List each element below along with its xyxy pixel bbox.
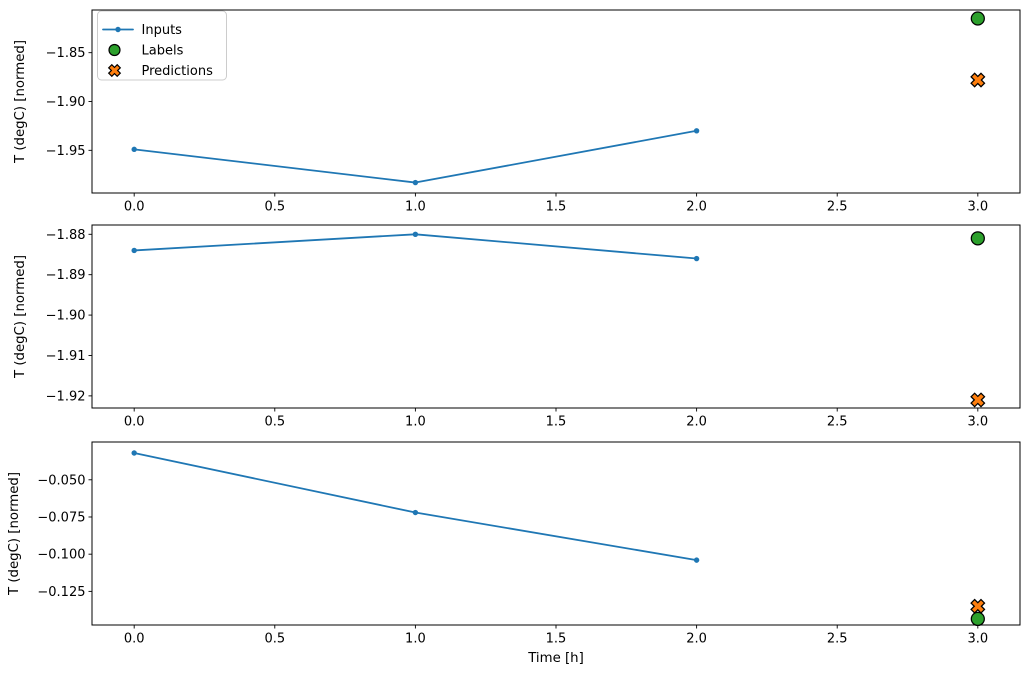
subplot-1: 0.0 0.5 1.0 1.5 2.0 2.5 3.0 −1.85 −1.90 −1.95 T (d… [13, 9, 1021, 215]
x-tick-label: 1.0 [405, 415, 426, 430]
x-tick-label: 3.0 [967, 200, 988, 215]
inputs-point [412, 231, 419, 237]
x-tick-label: 0.5 [264, 632, 285, 647]
subplot-3: 0.0 0.5 1.0 1.5 2.0 2.5 3.0 −0.050 −0.075 −0.100 −… [7, 441, 1021, 666]
inputs-point [693, 255, 700, 262]
y-tick-label: −1.90 [46, 95, 86, 110]
x-tick-label: 3.0 [967, 632, 988, 647]
labels-marker [970, 611, 985, 627]
y-tick-label: −1.89 [46, 268, 86, 283]
x-tick-label: 2.0 [686, 632, 707, 647]
x-tick-label: 1.5 [546, 415, 567, 430]
y-tick-label: −0.075 [37, 510, 85, 525]
x-tick-label: 1.0 [405, 200, 426, 215]
x-tick-label: 2.5 [827, 415, 848, 430]
inputs-point [412, 179, 419, 186]
inputs-point [131, 146, 137, 153]
legend-item: Labels [108, 43, 184, 59]
x-tick-label: 3.0 [967, 415, 988, 430]
axes-frame [91, 9, 1021, 194]
x-tick-label: 2.0 [686, 415, 707, 430]
inputs-point [693, 128, 700, 134]
y-axis-label: T (degC) [normed] [13, 255, 28, 379]
legend-item-label: Predictions [142, 64, 214, 79]
legend-item-label: Labels [142, 44, 184, 59]
subplot-2: 0.0 0.5 1.0 1.5 2.0 2.5 3.0 −1.88 −1.89 −1.90 −1.9… [13, 224, 1021, 430]
y-tick-label: −1.92 [46, 389, 86, 404]
axes-frame [91, 441, 1021, 626]
y-tick-label: −1.85 [46, 46, 86, 61]
x-tick-label: 0.5 [264, 415, 285, 430]
x-tick-label: 2.5 [827, 200, 848, 215]
y-tick-label: −1.88 [46, 228, 86, 243]
y-tick-label: −0.050 [37, 473, 85, 488]
legend-item-label: Inputs [142, 23, 183, 38]
x-tick-label: 0.0 [124, 632, 145, 647]
x-tick-label: 0.5 [264, 200, 285, 215]
predictions-marker [970, 72, 986, 88]
labels-marker [970, 231, 985, 246]
legend-box [97, 10, 227, 81]
y-tick-label: −1.95 [46, 144, 86, 159]
circle-icon [108, 43, 121, 57]
axes-frame [91, 224, 1021, 409]
y-tick-label: −0.100 [37, 548, 85, 563]
x-tick-label: 0.0 [124, 200, 145, 215]
y-tick-label: −0.125 [37, 585, 85, 600]
x-tick-label: 1.5 [546, 200, 567, 215]
predictions-marker [970, 598, 986, 614]
legend-item: Inputs [102, 23, 183, 38]
x-axis-label: Time [h] [527, 651, 584, 666]
predictions-marker [970, 392, 986, 408]
inputs-point [131, 450, 137, 456]
x-tick-label: 2.5 [827, 632, 848, 647]
x-tick-label: 1.5 [546, 632, 567, 647]
y-axis-label: T (degC) [normed] [13, 40, 28, 164]
inputs-point [131, 247, 137, 254]
x-icon [107, 63, 122, 78]
labels-marker [970, 11, 985, 26]
legend-item: Predictions [107, 63, 214, 79]
x-tick-label: 1.0 [405, 632, 426, 647]
x-tick-label: 2.0 [686, 200, 707, 215]
y-tick-label: −1.90 [46, 309, 86, 324]
inputs-point [412, 509, 419, 516]
legend: Inputs Labels Predictions [97, 10, 227, 81]
y-axis-label: T (degC) [normed] [7, 472, 22, 596]
x-tick-label: 0.0 [124, 415, 145, 430]
y-tick-label: −1.91 [46, 349, 86, 364]
line-dot-icon [115, 26, 121, 33]
inputs-point [693, 557, 700, 563]
